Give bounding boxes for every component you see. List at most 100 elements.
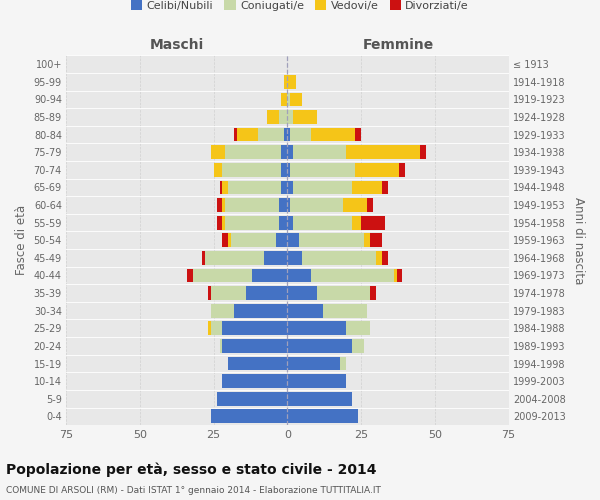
Bar [311, 128, 355, 141]
Bar [267, 110, 278, 124]
Bar [229, 180, 281, 194]
Bar [287, 339, 352, 353]
Y-axis label: Anni di nascita: Anni di nascita [572, 196, 585, 284]
Text: Popolazione per età, sesso e stato civile - 2014: Popolazione per età, sesso e stato civil… [6, 462, 377, 477]
Bar [284, 75, 287, 88]
Bar [281, 146, 287, 159]
Bar [211, 304, 234, 318]
Bar [287, 198, 290, 212]
Bar [264, 251, 287, 264]
Bar [343, 198, 367, 212]
Bar [352, 180, 382, 194]
Bar [208, 286, 211, 300]
Bar [223, 180, 229, 194]
Text: Maschi: Maschi [149, 38, 204, 52]
Bar [234, 304, 287, 318]
Bar [278, 198, 287, 212]
Bar [217, 216, 223, 230]
Bar [226, 198, 278, 212]
Bar [420, 146, 426, 159]
Bar [346, 146, 420, 159]
Bar [278, 110, 287, 124]
Bar [208, 322, 211, 335]
Text: Femmine: Femmine [362, 38, 434, 52]
Text: COMUNE DI ARSOLI (RM) - Dati ISTAT 1° gennaio 2014 - Elaborazione TUTTITALIA.IT: COMUNE DI ARSOLI (RM) - Dati ISTAT 1° ge… [6, 486, 381, 495]
Bar [376, 251, 382, 264]
Bar [284, 128, 287, 141]
Bar [287, 163, 290, 176]
Bar [340, 356, 346, 370]
Bar [226, 146, 281, 159]
Bar [287, 410, 358, 423]
Bar [287, 128, 290, 141]
Bar [382, 251, 388, 264]
Bar [278, 216, 287, 230]
Bar [211, 410, 287, 423]
Bar [293, 110, 317, 124]
Bar [355, 128, 361, 141]
Bar [193, 268, 252, 282]
Bar [370, 234, 382, 247]
Bar [394, 268, 397, 282]
Bar [287, 180, 293, 194]
Bar [370, 286, 376, 300]
Bar [223, 339, 287, 353]
Bar [352, 216, 361, 230]
Bar [287, 268, 311, 282]
Bar [287, 92, 290, 106]
Bar [232, 234, 275, 247]
Bar [223, 198, 226, 212]
Bar [287, 110, 293, 124]
Bar [367, 198, 373, 212]
Bar [293, 180, 352, 194]
Bar [258, 128, 284, 141]
Bar [226, 216, 278, 230]
Bar [223, 322, 287, 335]
Bar [290, 92, 302, 106]
Bar [364, 234, 370, 247]
Bar [211, 146, 226, 159]
Bar [287, 322, 346, 335]
Bar [287, 304, 323, 318]
Bar [217, 392, 287, 406]
Bar [287, 234, 299, 247]
Bar [252, 268, 287, 282]
Bar [229, 234, 232, 247]
Bar [211, 286, 246, 300]
Y-axis label: Fasce di età: Fasce di età [15, 205, 28, 276]
Bar [287, 392, 352, 406]
Bar [234, 128, 237, 141]
Bar [352, 339, 364, 353]
Bar [223, 216, 226, 230]
Bar [311, 268, 394, 282]
Bar [290, 198, 343, 212]
Bar [290, 163, 355, 176]
Bar [223, 163, 281, 176]
Bar [214, 163, 223, 176]
Bar [287, 216, 293, 230]
Bar [287, 374, 346, 388]
Bar [293, 146, 346, 159]
Bar [287, 356, 340, 370]
Bar [361, 216, 385, 230]
Bar [229, 356, 287, 370]
Bar [382, 180, 388, 194]
Bar [237, 128, 258, 141]
Bar [205, 251, 264, 264]
Bar [400, 163, 406, 176]
Bar [287, 146, 293, 159]
Bar [287, 75, 296, 88]
Bar [302, 251, 376, 264]
Bar [275, 234, 287, 247]
Legend: Celibi/Nubili, Coniugati/e, Vedovi/e, Divorziati/e: Celibi/Nubili, Coniugati/e, Vedovi/e, Di… [129, 0, 471, 13]
Bar [287, 251, 302, 264]
Bar [281, 92, 287, 106]
Bar [223, 374, 287, 388]
Bar [293, 216, 352, 230]
Bar [246, 286, 287, 300]
Bar [220, 180, 223, 194]
Bar [211, 322, 223, 335]
Bar [355, 163, 400, 176]
Bar [317, 286, 370, 300]
Bar [187, 268, 193, 282]
